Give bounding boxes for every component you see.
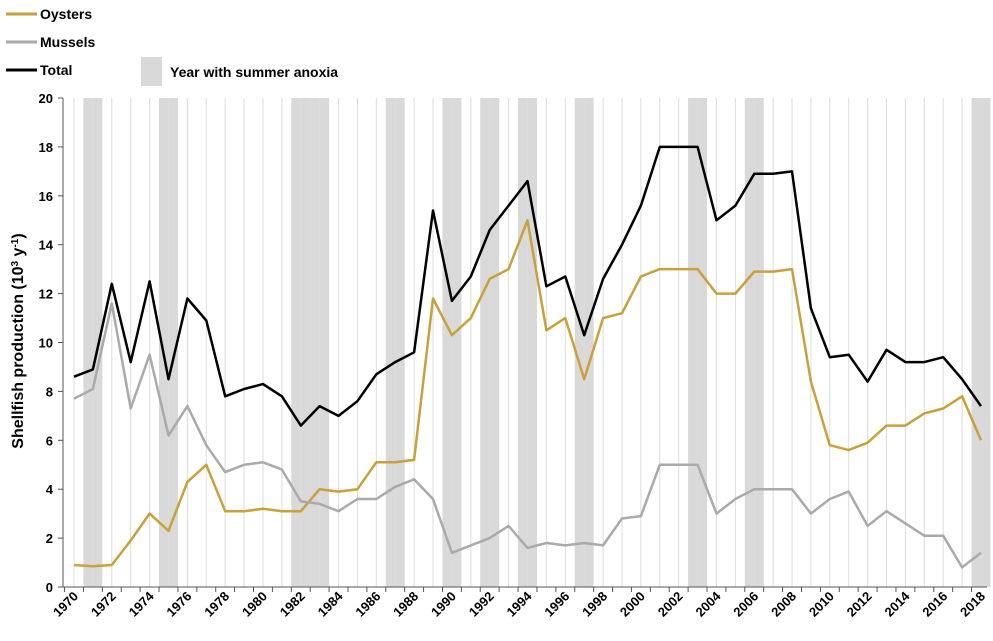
x-tick-label-2012: 2012 [844, 589, 875, 620]
x-tick-label-2002: 2002 [655, 589, 686, 620]
x-tick-label-1982: 1982 [277, 589, 308, 620]
y-axis-title-mid: y [10, 247, 27, 260]
y-tick-label-10: 10 [39, 336, 53, 351]
y-axis-title-sup2: -1 [10, 238, 21, 247]
x-tick-label-1972: 1972 [88, 589, 119, 620]
x-tick-label-2010: 2010 [806, 589, 837, 620]
y-tick-label-4: 4 [46, 482, 54, 497]
y-tick-label-20: 20 [39, 91, 53, 106]
y-tick-label-8: 8 [46, 384, 53, 399]
y-tick-label-2: 2 [46, 531, 53, 546]
x-tick-label-1998: 1998 [579, 589, 610, 620]
y-tick-label-12: 12 [39, 287, 53, 302]
x-tick-label-2018: 2018 [957, 589, 988, 620]
x-tick-label-2006: 2006 [730, 589, 761, 620]
legend: Oysters Mussels Total Year with summer a… [6, 6, 338, 86]
x-tick-label-1996: 1996 [541, 589, 572, 620]
x-tick-label-1978: 1978 [201, 589, 232, 620]
legend-label-anoxia: Year with summer anoxia [170, 64, 338, 80]
y-tick-label-6: 6 [46, 433, 53, 448]
anoxia-bands [83, 98, 991, 587]
x-tick-label-1990: 1990 [428, 589, 459, 620]
x-tick-label-2004: 2004 [693, 588, 725, 620]
series-line-mussels [73, 302, 982, 569]
series-line-oysters [73, 219, 983, 568]
x-tick-label-1980: 1980 [239, 589, 270, 620]
x-tick-label-1988: 1988 [390, 589, 421, 620]
legend-label-oysters: Oysters [40, 6, 92, 22]
vertical-gridlines [73, 98, 982, 587]
legend-label-mussels: Mussels [40, 34, 95, 50]
y-tick-label-18: 18 [39, 140, 53, 155]
x-tick-label-2000: 2000 [617, 589, 648, 620]
legend-swatch-anoxia [141, 57, 162, 86]
x-tick-label-1986: 1986 [352, 589, 383, 620]
series-lines [73, 145, 983, 569]
x-tick-label-2016: 2016 [919, 589, 950, 620]
y-axis-title: Shellfish production (103 y-1) [10, 233, 28, 448]
x-tick-label-2014: 2014 [881, 588, 913, 620]
x-tick-label-1970: 1970 [50, 589, 81, 620]
x-tick-label-1976: 1976 [163, 589, 194, 620]
y-axis-title-sup: 3 [10, 260, 21, 266]
y-tick-label-16: 16 [39, 189, 53, 204]
x-tick-label-1992: 1992 [466, 589, 497, 620]
y-axis-title-main: Shellfish production (10 [10, 266, 27, 448]
y-tick-label-14: 14 [39, 238, 54, 253]
series-line-total [73, 145, 983, 427]
legend-label-total: Total [40, 62, 72, 78]
x-tick-label-1984: 1984 [315, 588, 347, 620]
x-tick-labels: 1970 1972 1974 1976 1978 1980 1982 1984 1986 1988… [50, 588, 988, 620]
y-tick-labels: 0 2 4 6 8 10 12 14 16 18 20 [39, 91, 54, 595]
x-tick-label-1994: 1994 [504, 588, 536, 620]
x-tick-label-1974: 1974 [126, 588, 158, 620]
x-tick-label-2008: 2008 [768, 589, 799, 620]
axes [58, 97, 987, 592]
y-axis-title-end: ) [10, 233, 27, 238]
y-tick-label-0: 0 [46, 580, 53, 595]
